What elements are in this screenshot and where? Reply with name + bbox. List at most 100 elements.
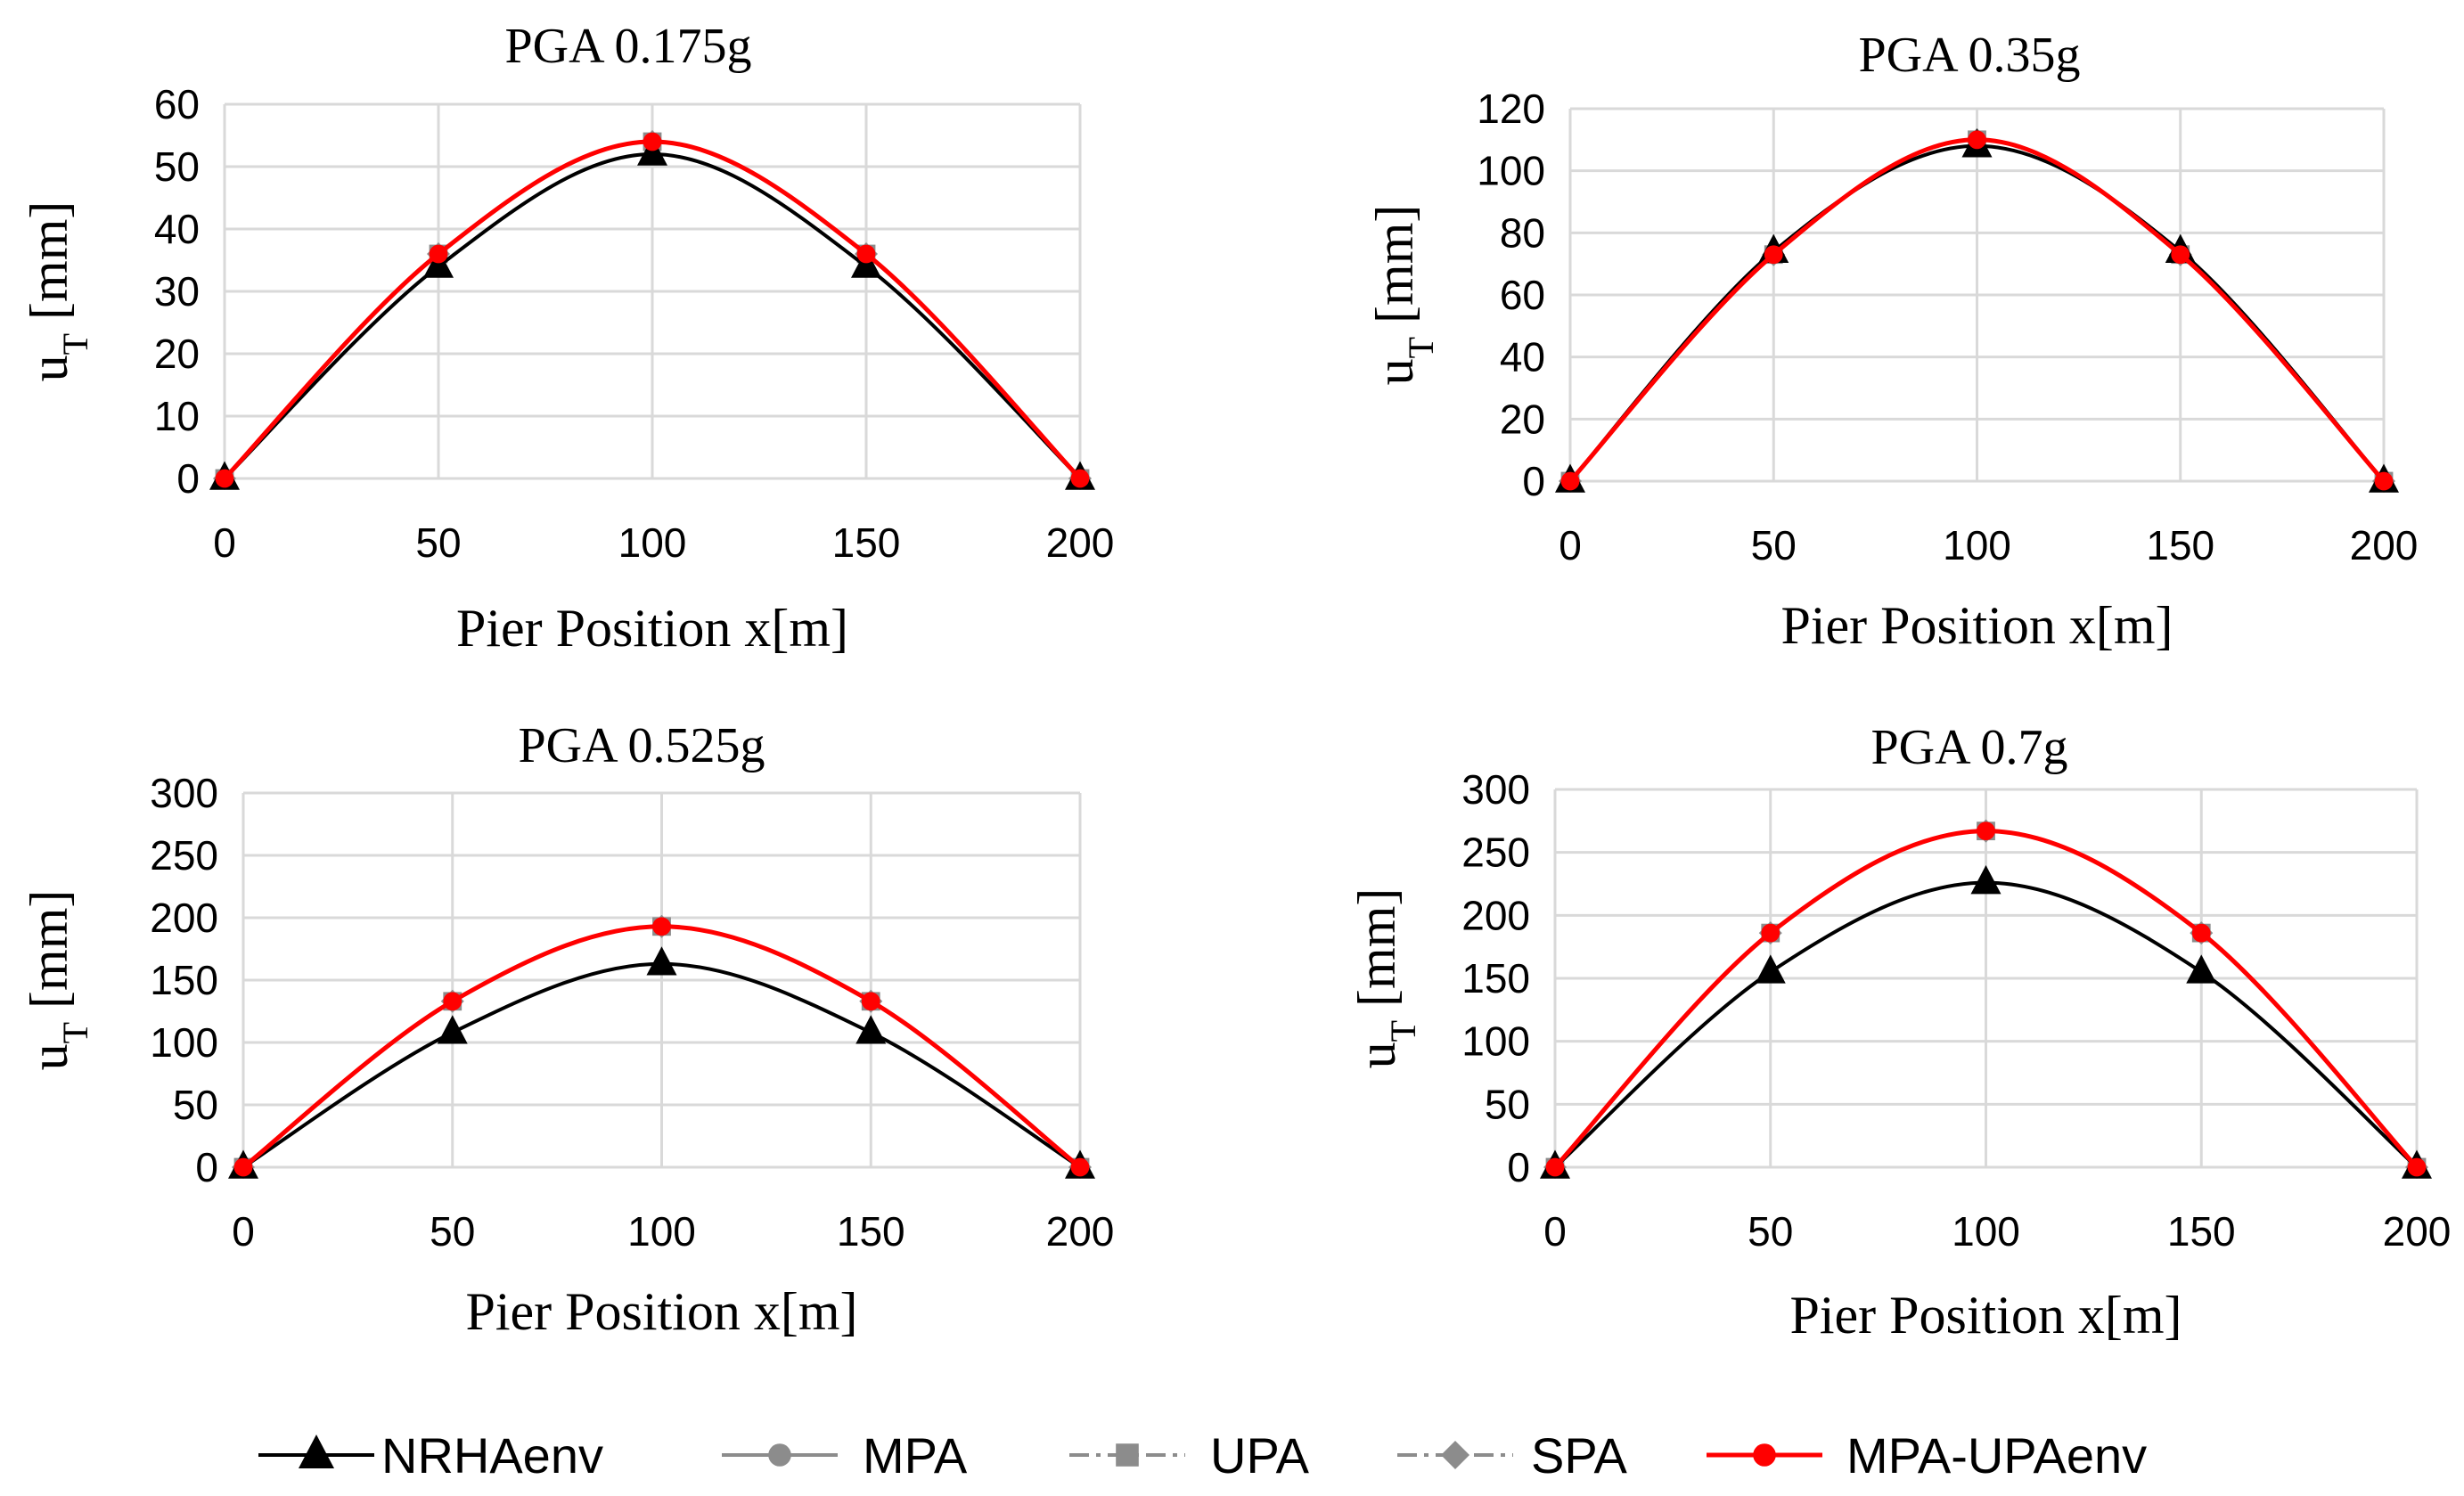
y-tick-label: 0 <box>176 455 200 502</box>
x-tick-label: 0 <box>1559 522 1582 568</box>
y-tick-label: 80 <box>1500 209 1545 256</box>
y-tick-label: 50 <box>154 143 200 190</box>
y-tick-label: 50 <box>1485 1081 1530 1127</box>
y-axis-label: uT [mm] <box>20 201 95 382</box>
legend-marker <box>768 1443 791 1467</box>
x-tick-label: 150 <box>837 1208 905 1255</box>
x-tick-label: 200 <box>2383 1208 2452 1255</box>
y-axis-label: uT [mm] <box>20 890 95 1071</box>
data-point <box>643 132 662 151</box>
legend-item-nrhaenv: NRHAenv <box>258 1427 603 1484</box>
data-point <box>1764 245 1783 265</box>
x-tick-label: 50 <box>1748 1208 1793 1255</box>
data-point <box>1977 822 1995 841</box>
data-point <box>861 992 880 1011</box>
data-point <box>1070 469 1090 488</box>
x-tick-label: 0 <box>213 519 236 566</box>
y-tick-label: 300 <box>150 770 218 816</box>
x-axis-label: Pier Position x[m] <box>1780 596 2173 655</box>
chart-title: PGA 0.35g <box>1859 28 2081 83</box>
y-tick-label: 250 <box>150 832 218 879</box>
y-tick-label: 50 <box>173 1082 218 1128</box>
y-tick-label: 10 <box>154 393 200 439</box>
series-mpa-upaenv <box>1560 130 2394 491</box>
data-point <box>637 136 667 166</box>
legend-marker <box>1753 1443 1776 1467</box>
series-mpa-upaenv <box>215 132 1090 488</box>
y-tick-label: 20 <box>154 331 200 377</box>
chart-panel-3: 0 50 100 150 200 250 300 0 50 100 150 200 PGA 0.525g… <box>20 718 1114 1341</box>
x-tick-label: 100 <box>618 519 687 566</box>
legend: NRHAenv MPA UPA SPA MPA-UPAenv <box>258 1427 2147 1484</box>
y-tick-label: 200 <box>150 895 218 941</box>
legend-item-upa: UPA <box>1069 1427 1310 1484</box>
series-mpa-upaenv <box>233 917 1090 1177</box>
y-axis-label: uT [mm] <box>1347 888 1423 1069</box>
y-tick-label: 250 <box>1461 830 1530 876</box>
x-axis-label: Pier Position x[m] <box>465 1282 857 1341</box>
x-tick-label: 200 <box>1046 1208 1115 1255</box>
y-tick-label: 20 <box>1500 396 1545 442</box>
data-point <box>233 1157 253 1177</box>
y-tick-label: 0 <box>1507 1144 1530 1190</box>
x-tick-label: 150 <box>2167 1208 2236 1255</box>
data-point <box>2374 471 2394 491</box>
legend-label: SPA <box>1531 1427 1628 1484</box>
data-point <box>429 244 448 264</box>
y-tick-label: 100 <box>1461 1018 1530 1065</box>
chart-title: PGA 0.525g <box>519 718 765 773</box>
data-point <box>2186 954 2217 984</box>
data-point <box>2407 1157 2427 1177</box>
legend-marker <box>1441 1441 1469 1469</box>
y-tick-label: 120 <box>1477 86 1545 132</box>
legend-item-mpa: MPA <box>722 1427 968 1484</box>
legend-marker <box>299 1435 334 1468</box>
data-point <box>652 917 671 936</box>
data-point <box>215 469 234 488</box>
x-tick-label: 200 <box>2350 522 2419 568</box>
data-point <box>437 1015 468 1044</box>
y-tick-label: 0 <box>195 1144 218 1190</box>
data-point <box>856 244 876 264</box>
y-tick-label: 0 <box>1522 458 1545 504</box>
x-tick-label: 150 <box>832 519 901 566</box>
y-axis-label: uT [mm] <box>1365 205 1441 386</box>
data-point <box>1755 954 1786 984</box>
series-mpa-upaenv <box>1545 822 2427 1177</box>
data-point <box>646 946 677 976</box>
data-point <box>855 1015 887 1044</box>
y-tick-label: 30 <box>154 268 200 315</box>
data-point <box>1070 1157 1090 1177</box>
y-tick-label: 40 <box>154 206 200 252</box>
data-point <box>1761 923 1780 943</box>
chart-panel-1: 0 10 20 30 40 50 60 0 50 100 150 200 PGA 0.175g Pier … <box>20 19 1114 658</box>
legend-label: MPA <box>863 1427 968 1484</box>
chart-panel-2: 0 20 40 60 80 100 120 0 50 100 150 200 PGA 0.35g Pier… <box>1365 28 2418 655</box>
y-tick-label: 200 <box>1461 892 1530 938</box>
data-point <box>1970 865 2001 895</box>
y-tick-label: 150 <box>150 957 218 1003</box>
y-tick-label: 300 <box>1461 766 1530 813</box>
data-point <box>1560 471 1580 491</box>
data-point <box>851 249 881 278</box>
x-axis-label: Pier Position x[m] <box>1789 1286 2182 1345</box>
data-point <box>443 992 463 1011</box>
x-tick-label: 100 <box>627 1208 696 1255</box>
x-tick-label: 100 <box>1943 522 2011 568</box>
data-point <box>1545 1157 1565 1177</box>
chart-title: PGA 0.175g <box>505 19 752 74</box>
y-tick-label: 40 <box>1500 334 1545 380</box>
legend-label: NRHAenv <box>381 1427 603 1484</box>
x-tick-label: 50 <box>415 519 461 566</box>
y-tick-label: 60 <box>154 81 200 127</box>
x-tick-label: 0 <box>232 1208 255 1255</box>
legend-label: UPA <box>1210 1427 1310 1484</box>
data-point <box>2171 245 2190 265</box>
y-tick-label: 100 <box>1477 148 1545 194</box>
legend-label: MPA-UPAenv <box>1846 1427 2147 1484</box>
y-tick-label: 150 <box>1461 955 1530 1001</box>
x-tick-label: 50 <box>430 1208 475 1255</box>
x-tick-label: 0 <box>1543 1208 1567 1255</box>
legend-item-mpa-upaenv: MPA-UPAenv <box>1707 1427 2147 1484</box>
